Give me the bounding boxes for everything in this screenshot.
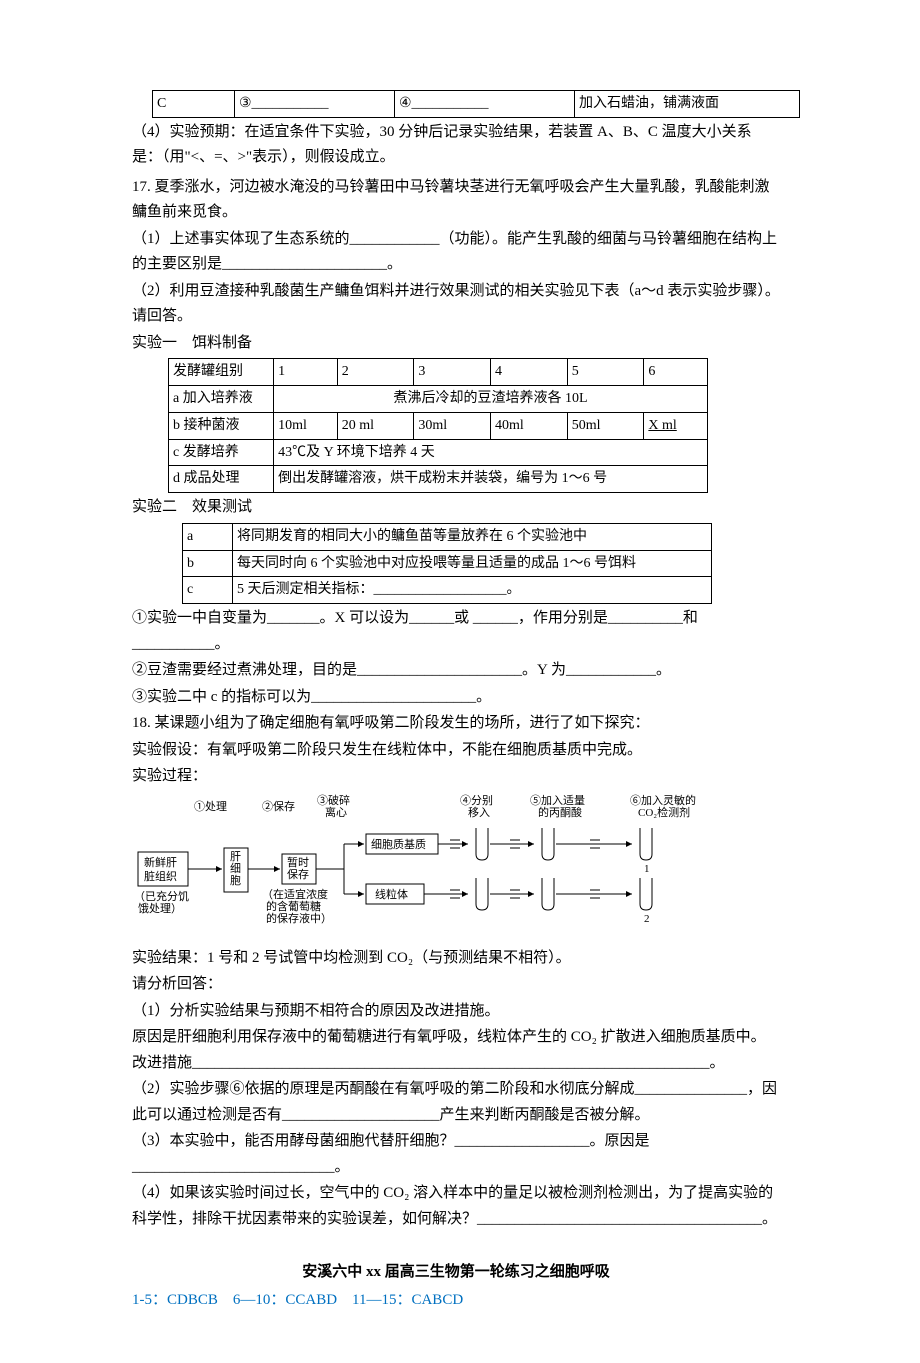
q17-intro: 17. 夏季涨水，河边被水淹没的马铃薯田中马铃薯块茎进行无氧呼吸会产生大量乳酸，… — [132, 175, 780, 226]
e1-h2: 2 — [337, 359, 414, 386]
table-c-row: C ③___________ ④___________ 加入石蜡油，铺满液面 — [152, 90, 800, 118]
q18-1a: （1）分析实验结果与预期不相符合的原因及改进措施。 — [132, 999, 780, 1025]
e1-r2-c: 煮沸后冷却的豆渣培养液各 10L — [274, 386, 708, 413]
d-step4a: ④分别 — [460, 794, 493, 807]
t1-c1: C — [153, 91, 235, 118]
svg-text:脏组织: 脏组织 — [144, 869, 177, 883]
e2-r3-b: 5 天后测定相关指标：___________________。 — [233, 577, 712, 604]
svg-text:暂时: 暂时 — [287, 856, 309, 869]
svg-text:新鲜肝: 新鲜肝 — [144, 855, 177, 869]
q17-sub3: ③实验二中 c 的指标可以为______________________。 — [132, 685, 780, 711]
d-step5a: ⑤加入适量 — [530, 794, 585, 807]
exp1-table: 发酵罐组别 1 2 3 4 5 6 a 加入培养液 煮沸后冷却的豆渣培养液各 1… — [168, 358, 708, 493]
e1-r3-2: 20 ml — [337, 412, 414, 439]
d-step1: ①处理 — [194, 800, 227, 813]
footer-title: 安溪六中 xx 届高三生物第一轮练习之细胞呼吸 — [132, 1260, 780, 1286]
q18-intro: 18. 某课题小组为了确定细胞有氧呼吸第二阶段发生的场所，进行了如下探究： — [132, 711, 780, 737]
e1-h1: 1 — [274, 359, 338, 386]
d-step2: ②保存 — [262, 799, 295, 813]
q18-result: 实验结果：1 号和 2 号试管中均检测到 CO₂（与预测结果不相符）。 — [132, 946, 780, 972]
e2-r1-b: 将同期发育的相同大小的鳙鱼苗等量放养在 6 个实验池中 — [233, 523, 712, 550]
q17-2: （2）利用豆渣接种乳酸菌生产鳙鱼饵料并进行效果测试的相关实验见下表（a～d 表示… — [132, 279, 780, 330]
e2-r2-b: 每天同时向 6 个实验池中对应投喂等量且适量的成品 1～6 号饵料 — [233, 550, 712, 577]
e1-h5: 5 — [567, 359, 644, 386]
q18-ask: 请分析回答： — [132, 972, 780, 998]
q18-4: （4）如果该实验时间过长，空气中的 CO₂ 溶入样本中的量足以被检测剂检测出，为… — [132, 1181, 780, 1232]
svg-text:胞: 胞 — [230, 874, 241, 887]
e1-r4-l: c 发酵培养 — [169, 439, 274, 466]
e1-r4-c: 43℃及 Y 环境下培养 4 天 — [274, 439, 708, 466]
q18-3: （3）本实验中，能否用酵母菌细胞代替肝细胞？__________________… — [132, 1129, 780, 1180]
t1-c3: ④___________ — [395, 91, 575, 118]
q18-hyp: 实验假设：有氧呼吸第二阶段只发生在线粒体中，不能在细胞质基质中完成。 — [132, 738, 780, 764]
e2-r2-a: b — [183, 550, 233, 577]
e1-r5-c: 倒出发酵罐溶液，烘干成粉末并装袋，编号为 1～6 号 — [274, 466, 708, 493]
e1-h4: 4 — [491, 359, 568, 386]
e1-r3-3: 30ml — [414, 412, 491, 439]
q17-1: （1）上述事实体现了生态系统的____________（功能）。能产生乳酸的细菌… — [132, 227, 780, 278]
answers: 1-5：CDBCB 6—10：CCABD 11—15：CABCD — [132, 1288, 780, 1314]
svg-text:的含葡萄糖: 的含葡萄糖 — [266, 899, 321, 913]
d-step3b: 离心 — [325, 805, 347, 819]
q17-sub2: ②豆渣需要经过煮沸处理，目的是______________________。Y … — [132, 658, 780, 684]
d-step4b: 移入 — [468, 806, 490, 819]
svg-text:肝: 肝 — [230, 850, 241, 863]
e1-h3: 3 — [414, 359, 491, 386]
exp2-title: 实验二 效果测试 — [132, 495, 780, 521]
e1-h6: 6 — [644, 359, 708, 386]
svg-text:（已充分饥: （已充分饥 — [134, 889, 189, 903]
e2-r3-a: c — [183, 577, 233, 604]
svg-text:细胞质基质: 细胞质基质 — [371, 838, 426, 851]
tubes-bottom: 2 — [476, 878, 652, 925]
svg-text:2: 2 — [644, 913, 650, 925]
svg-text:保存: 保存 — [287, 867, 309, 881]
t1-c2: ③___________ — [235, 91, 395, 118]
e2-r1-a: a — [183, 523, 233, 550]
e1-r3-4: 40ml — [491, 412, 568, 439]
q18-1b: 原因是肝细胞利用保存液中的葡萄糖进行有氧呼吸，线粒体产生的 CO₂ 扩散进入细胞… — [132, 1025, 780, 1076]
svg-text:饿处理）: 饿处理） — [138, 901, 182, 915]
d-step6a: ⑥加入灵敏的 — [630, 793, 696, 807]
e1-r5-l: d 成品处理 — [169, 466, 274, 493]
e1-h0: 发酵罐组别 — [169, 359, 274, 386]
svg-text:的保存液中）: 的保存液中） — [266, 911, 332, 925]
d-step5b: 的丙酮酸 — [538, 805, 582, 819]
svg-text:1: 1 — [644, 863, 650, 875]
q18-2: （2）实验步骤⑥依据的原理是丙酮酸在有氧呼吸的第二阶段和水彻底分解成______… — [132, 1077, 780, 1128]
t1-c4: 加入石蜡油，铺满液面 — [575, 91, 800, 118]
svg-text:（在适宜浓度: （在适宜浓度 — [262, 887, 328, 901]
e1-r3-5: 50ml — [567, 412, 644, 439]
e1-r3-1: 10ml — [274, 412, 338, 439]
d-step6b: CO₂检测剂 — [638, 805, 690, 819]
svg-text:细: 细 — [230, 862, 241, 875]
tubes-top: 1 — [476, 828, 652, 875]
q18-proc: 实验过程： — [132, 764, 780, 790]
para-q4: （4）实验预期：在适宜条件下实验，30 分钟后记录实验结果，若装置 A、B、C … — [132, 120, 780, 171]
e1-r2-l: a 加入培养液 — [169, 386, 274, 413]
experiment-flow-diagram: .lbl { font: 11px "SimSun", serif; } .bo… — [132, 792, 742, 942]
exp1-title: 实验一 饵料制备 — [132, 331, 780, 357]
e1-r3-6: X ml — [644, 412, 708, 439]
svg-text:线粒体: 线粒体 — [375, 887, 408, 901]
exp2-table: a 将同期发育的相同大小的鳙鱼苗等量放养在 6 个实验池中 b 每天同时向 6 … — [182, 523, 712, 604]
d-step3a: ③破碎 — [317, 793, 350, 807]
q17-sub1: ①实验一中自变量为_______。X 可以设为______或 ______，作用… — [132, 606, 780, 657]
e1-r3-0: b 接种菌液 — [169, 412, 274, 439]
